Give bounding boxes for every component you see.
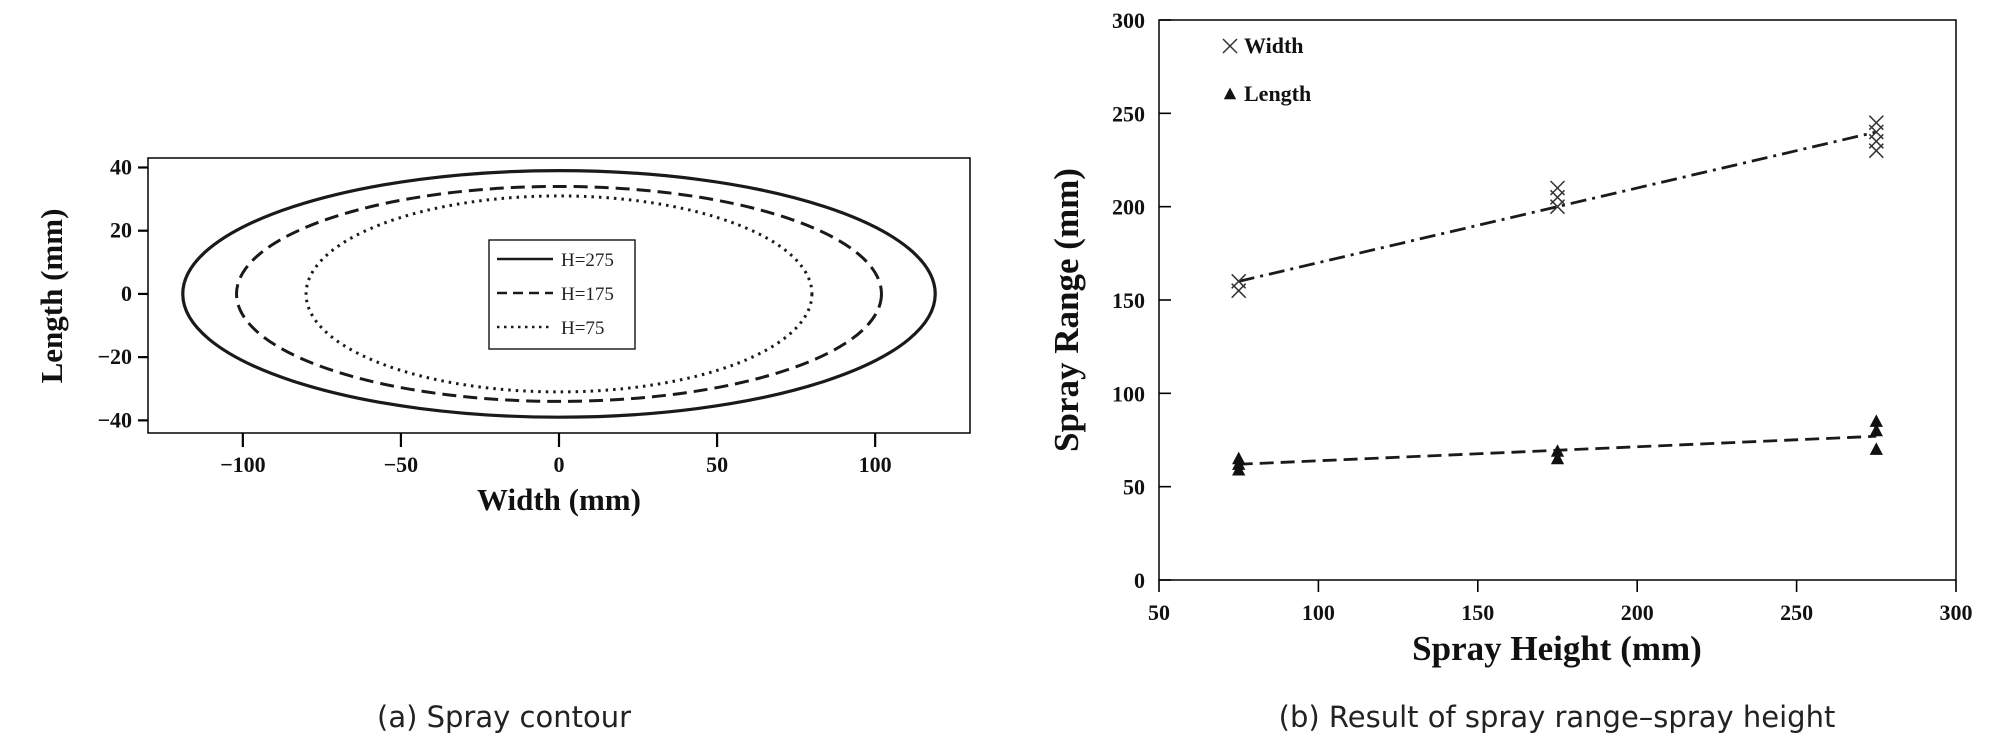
x-tick-label: −50 bbox=[384, 452, 419, 477]
x-axis-title: Spray Height (mm) bbox=[1412, 629, 1702, 668]
contour-h-275 bbox=[181, 169, 937, 419]
legend-label: H=75 bbox=[561, 318, 604, 339]
x-tick-label: 100 bbox=[859, 452, 892, 477]
x-tick-label: 50 bbox=[706, 452, 728, 477]
width-point bbox=[1231, 273, 1247, 289]
x-tick-label: 300 bbox=[1940, 600, 1973, 625]
length-point bbox=[1232, 451, 1246, 465]
x-tick-label: 150 bbox=[1461, 600, 1494, 625]
width-point bbox=[1549, 180, 1566, 196]
data-points bbox=[1231, 115, 1884, 476]
legend-label: Length bbox=[1244, 81, 1311, 106]
y-tick-label: 300 bbox=[1112, 8, 1145, 33]
x-tick-label: 50 bbox=[1148, 600, 1170, 625]
y-tick-label: 50 bbox=[1123, 475, 1145, 500]
contour-h-175 bbox=[235, 184, 883, 403]
x-tick-label: −100 bbox=[220, 452, 266, 477]
length-point bbox=[1869, 423, 1883, 437]
y-tick-label: 20 bbox=[110, 218, 132, 243]
panel-a-caption: (a) Spray contour bbox=[377, 700, 631, 734]
y-tick-label: −20 bbox=[97, 344, 132, 369]
x-tick-label: 200 bbox=[1621, 600, 1654, 625]
y-tick-label: 150 bbox=[1112, 288, 1145, 313]
spray-contour-panel: −100 −50 0 50 100 −40 −20 0 20 40 H=275 H=175 H=75… bbox=[34, 154, 971, 734]
x-tick-label: 100 bbox=[1302, 600, 1335, 625]
y-axis-title: Spray Range (mm) bbox=[1047, 168, 1086, 452]
legend-swatch bbox=[1222, 38, 1238, 54]
length-point bbox=[1869, 414, 1883, 427]
x-axis-title: Width (mm) bbox=[477, 482, 641, 517]
y-tick-label: 0 bbox=[121, 281, 132, 306]
panel-b-caption: (b) Result of spray range–spray height bbox=[1279, 700, 1836, 734]
x-tick-label: 250 bbox=[1780, 600, 1813, 625]
x-tick-label: 0 bbox=[554, 452, 565, 477]
y-tick-label: 250 bbox=[1112, 101, 1145, 126]
y-axis-ticks: −40 −20 0 20 40 bbox=[97, 154, 148, 432]
y-tick-label: 0 bbox=[1134, 568, 1145, 593]
y-tick-label: −40 bbox=[97, 407, 132, 432]
contour-curves bbox=[181, 169, 937, 419]
legend-label: Width bbox=[1244, 33, 1304, 58]
y-axis-ticks: 0 50 100 150 200 250 300 bbox=[1112, 8, 1171, 593]
y-tick-label: 100 bbox=[1112, 381, 1145, 406]
y-axis-title: Length (mm) bbox=[34, 209, 69, 384]
length-point bbox=[1550, 444, 1565, 457]
x-axis-ticks: 50 100 150 200 250 300 bbox=[1148, 580, 1973, 625]
x-axis-ticks: −100 −50 0 50 100 bbox=[220, 433, 892, 477]
legend-label: H=175 bbox=[561, 284, 614, 305]
y-tick-label: 200 bbox=[1112, 195, 1145, 220]
trend-lines bbox=[1238, 130, 1877, 466]
y-tick-label: 40 bbox=[110, 154, 132, 179]
legend-label: H=275 bbox=[561, 250, 614, 271]
legend: Width Length bbox=[1222, 33, 1311, 106]
legend: H=275 H=175 H=75 bbox=[488, 239, 636, 350]
contour-h-75 bbox=[304, 194, 814, 394]
width-point bbox=[1868, 115, 1884, 131]
length-point bbox=[1869, 442, 1883, 455]
length-point bbox=[1550, 451, 1565, 465]
legend-swatch bbox=[1223, 87, 1237, 100]
